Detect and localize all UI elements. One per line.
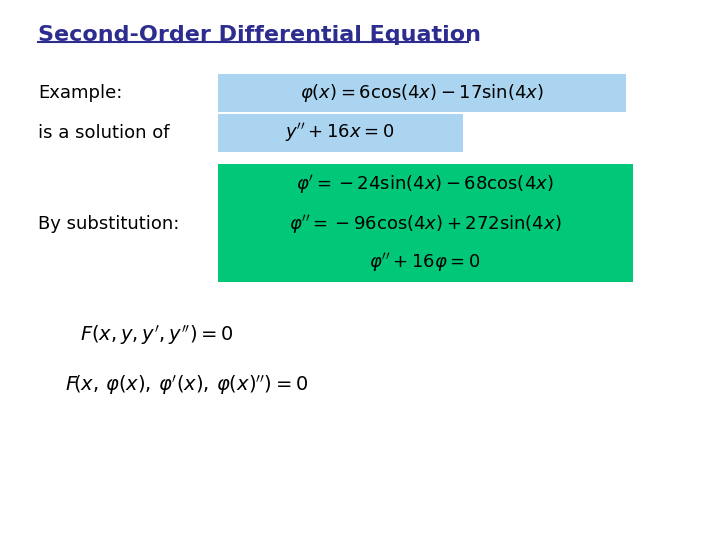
Text: $\varphi' = -24\sin(4x) - 68\cos(4x)$: $\varphi' = -24\sin(4x) - 68\cos(4x)$ (296, 172, 554, 195)
Text: $\varphi'' + 16\varphi = 0$: $\varphi'' + 16\varphi = 0$ (369, 251, 480, 273)
Text: $\varphi(x) = 6\cos(4x) - 17\sin(4x)$: $\varphi(x) = 6\cos(4x) - 17\sin(4x)$ (300, 82, 544, 104)
Text: $F\!\left(x,\,\varphi(x),\,\varphi'(x),\,\varphi(x)''\right) = 0$: $F\!\left(x,\,\varphi(x),\,\varphi'(x),\… (65, 373, 308, 397)
Text: $y^{\prime\prime} + 16x = 0$: $y^{\prime\prime} + 16x = 0$ (285, 122, 395, 145)
FancyBboxPatch shape (218, 164, 633, 282)
FancyBboxPatch shape (218, 74, 626, 112)
Text: $F(x, y, y', y'') = 0$: $F(x, y, y', y'') = 0$ (80, 323, 233, 347)
Text: Example:: Example: (38, 84, 122, 102)
FancyBboxPatch shape (218, 114, 463, 152)
Text: Second-Order Differential Equation: Second-Order Differential Equation (38, 25, 481, 45)
Text: $\varphi'' = -96\cos(4x) + 272\sin(4x)$: $\varphi'' = -96\cos(4x) + 272\sin(4x)$ (289, 213, 562, 235)
Text: By substitution:: By substitution: (38, 215, 179, 233)
Text: is a solution of: is a solution of (38, 124, 169, 142)
